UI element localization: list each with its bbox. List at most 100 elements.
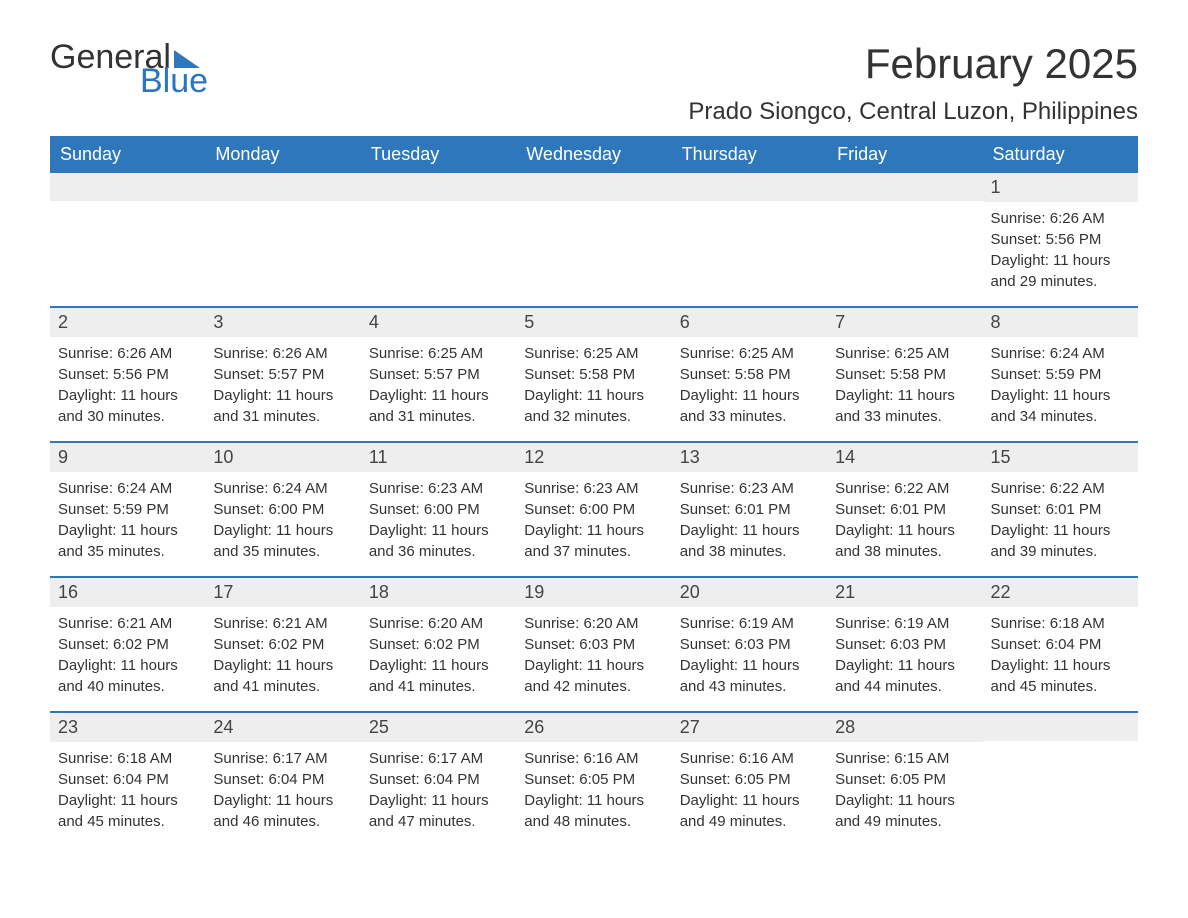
- calendar-cell: 7Sunrise: 6:25 AMSunset: 5:58 PMDaylight…: [827, 308, 982, 441]
- day-number: 24: [205, 713, 360, 742]
- sunrise-text: Sunrise: 6:19 AM: [680, 613, 819, 634]
- week-row: 16Sunrise: 6:21 AMSunset: 6:02 PMDayligh…: [50, 576, 1138, 711]
- sunrise-text: Sunrise: 6:21 AM: [213, 613, 352, 634]
- dayname-row: SundayMondayTuesdayWednesdayThursdayFrid…: [50, 136, 1138, 173]
- day-number: 27: [672, 713, 827, 742]
- sunset-text: Sunset: 6:04 PM: [369, 769, 508, 790]
- calendar-cell: 2Sunrise: 6:26 AMSunset: 5:56 PMDaylight…: [50, 308, 205, 441]
- calendar-cell: 15Sunrise: 6:22 AMSunset: 6:01 PMDayligh…: [983, 443, 1138, 576]
- calendar-cell: 24Sunrise: 6:17 AMSunset: 6:04 PMDayligh…: [205, 713, 360, 846]
- dayname-thursday: Thursday: [672, 136, 827, 173]
- day-number: 8: [983, 308, 1138, 337]
- day-details: Sunrise: 6:21 AMSunset: 6:02 PMDaylight:…: [50, 607, 205, 711]
- calendar-cell: 6Sunrise: 6:25 AMSunset: 5:58 PMDaylight…: [672, 308, 827, 441]
- empty-day-header: [50, 173, 205, 201]
- logo: General Blue: [50, 40, 208, 98]
- day-details: Sunrise: 6:18 AMSunset: 6:04 PMDaylight:…: [50, 742, 205, 846]
- sunrise-text: Sunrise: 6:23 AM: [680, 478, 819, 499]
- daylight-text: Daylight: 11 hours and 49 minutes.: [680, 790, 819, 832]
- calendar-cell: 5Sunrise: 6:25 AMSunset: 5:58 PMDaylight…: [516, 308, 671, 441]
- sunrise-text: Sunrise: 6:26 AM: [213, 343, 352, 364]
- sunrise-text: Sunrise: 6:20 AM: [369, 613, 508, 634]
- sunrise-text: Sunrise: 6:19 AM: [835, 613, 974, 634]
- sunset-text: Sunset: 6:03 PM: [524, 634, 663, 655]
- day-number: 16: [50, 578, 205, 607]
- calendar-cell: 14Sunrise: 6:22 AMSunset: 6:01 PMDayligh…: [827, 443, 982, 576]
- day-number: 28: [827, 713, 982, 742]
- sunset-text: Sunset: 5:59 PM: [58, 499, 197, 520]
- sunrise-text: Sunrise: 6:15 AM: [835, 748, 974, 769]
- empty-day-header: [983, 713, 1138, 741]
- day-number: 11: [361, 443, 516, 472]
- calendar-cell: 3Sunrise: 6:26 AMSunset: 5:57 PMDaylight…: [205, 308, 360, 441]
- daylight-text: Daylight: 11 hours and 32 minutes.: [524, 385, 663, 427]
- day-details: Sunrise: 6:24 AMSunset: 5:59 PMDaylight:…: [50, 472, 205, 576]
- calendar-cell: 9Sunrise: 6:24 AMSunset: 5:59 PMDaylight…: [50, 443, 205, 576]
- day-details: Sunrise: 6:25 AMSunset: 5:58 PMDaylight:…: [672, 337, 827, 441]
- day-number: 3: [205, 308, 360, 337]
- calendar-cell: 22Sunrise: 6:18 AMSunset: 6:04 PMDayligh…: [983, 578, 1138, 711]
- sunrise-text: Sunrise: 6:18 AM: [991, 613, 1130, 634]
- sunset-text: Sunset: 5:58 PM: [835, 364, 974, 385]
- week-row: 9Sunrise: 6:24 AMSunset: 5:59 PMDaylight…: [50, 441, 1138, 576]
- dayname-saturday: Saturday: [983, 136, 1138, 173]
- calendar-cell: 11Sunrise: 6:23 AMSunset: 6:00 PMDayligh…: [361, 443, 516, 576]
- day-details: Sunrise: 6:16 AMSunset: 6:05 PMDaylight:…: [516, 742, 671, 846]
- sunrise-text: Sunrise: 6:18 AM: [58, 748, 197, 769]
- week-row: 23Sunrise: 6:18 AMSunset: 6:04 PMDayligh…: [50, 711, 1138, 846]
- daylight-text: Daylight: 11 hours and 30 minutes.: [58, 385, 197, 427]
- sunrise-text: Sunrise: 6:16 AM: [524, 748, 663, 769]
- logo-text-blue: Blue: [140, 64, 208, 98]
- sunrise-text: Sunrise: 6:16 AM: [680, 748, 819, 769]
- dayname-friday: Friday: [827, 136, 982, 173]
- header: General Blue February 2025 Prado Siongco…: [50, 40, 1138, 126]
- weeks-container: 1Sunrise: 6:26 AMSunset: 5:56 PMDaylight…: [50, 173, 1138, 846]
- day-number: 12: [516, 443, 671, 472]
- daylight-text: Daylight: 11 hours and 46 minutes.: [213, 790, 352, 832]
- daylight-text: Daylight: 11 hours and 44 minutes.: [835, 655, 974, 697]
- sunset-text: Sunset: 5:57 PM: [213, 364, 352, 385]
- day-number: 5: [516, 308, 671, 337]
- calendar-cell: 4Sunrise: 6:25 AMSunset: 5:57 PMDaylight…: [361, 308, 516, 441]
- calendar-cell: 19Sunrise: 6:20 AMSunset: 6:03 PMDayligh…: [516, 578, 671, 711]
- day-number: 13: [672, 443, 827, 472]
- day-number: 18: [361, 578, 516, 607]
- calendar-cell: 10Sunrise: 6:24 AMSunset: 6:00 PMDayligh…: [205, 443, 360, 576]
- calendar-cell: 12Sunrise: 6:23 AMSunset: 6:00 PMDayligh…: [516, 443, 671, 576]
- sunset-text: Sunset: 6:03 PM: [680, 634, 819, 655]
- sunset-text: Sunset: 6:02 PM: [213, 634, 352, 655]
- sunset-text: Sunset: 6:01 PM: [991, 499, 1130, 520]
- day-number: 2: [50, 308, 205, 337]
- sunset-text: Sunset: 6:01 PM: [835, 499, 974, 520]
- daylight-text: Daylight: 11 hours and 33 minutes.: [835, 385, 974, 427]
- sunset-text: Sunset: 6:04 PM: [213, 769, 352, 790]
- day-details: Sunrise: 6:17 AMSunset: 6:04 PMDaylight:…: [205, 742, 360, 846]
- calendar-cell-empty: [983, 713, 1138, 846]
- daylight-text: Daylight: 11 hours and 43 minutes.: [680, 655, 819, 697]
- calendar-cell: 21Sunrise: 6:19 AMSunset: 6:03 PMDayligh…: [827, 578, 982, 711]
- day-details: Sunrise: 6:26 AMSunset: 5:56 PMDaylight:…: [50, 337, 205, 441]
- daylight-text: Daylight: 11 hours and 41 minutes.: [213, 655, 352, 697]
- sunrise-text: Sunrise: 6:24 AM: [991, 343, 1130, 364]
- sunset-text: Sunset: 6:02 PM: [58, 634, 197, 655]
- daylight-text: Daylight: 11 hours and 42 minutes.: [524, 655, 663, 697]
- daylight-text: Daylight: 11 hours and 48 minutes.: [524, 790, 663, 832]
- day-details: Sunrise: 6:20 AMSunset: 6:02 PMDaylight:…: [361, 607, 516, 711]
- sunrise-text: Sunrise: 6:25 AM: [524, 343, 663, 364]
- calendar-cell: 25Sunrise: 6:17 AMSunset: 6:04 PMDayligh…: [361, 713, 516, 846]
- day-details: Sunrise: 6:19 AMSunset: 6:03 PMDaylight:…: [672, 607, 827, 711]
- sunset-text: Sunset: 6:02 PM: [369, 634, 508, 655]
- calendar-cell: 28Sunrise: 6:15 AMSunset: 6:05 PMDayligh…: [827, 713, 982, 846]
- sunrise-text: Sunrise: 6:20 AM: [524, 613, 663, 634]
- sunrise-text: Sunrise: 6:26 AM: [58, 343, 197, 364]
- calendar-cell: 26Sunrise: 6:16 AMSunset: 6:05 PMDayligh…: [516, 713, 671, 846]
- day-number: 20: [672, 578, 827, 607]
- dayname-wednesday: Wednesday: [516, 136, 671, 173]
- day-details: Sunrise: 6:22 AMSunset: 6:01 PMDaylight:…: [983, 472, 1138, 576]
- day-number: 25: [361, 713, 516, 742]
- calendar-cell: 1Sunrise: 6:26 AMSunset: 5:56 PMDaylight…: [983, 173, 1138, 306]
- calendar-cell-empty: [672, 173, 827, 306]
- empty-day-header: [672, 173, 827, 201]
- sunset-text: Sunset: 6:00 PM: [369, 499, 508, 520]
- daylight-text: Daylight: 11 hours and 35 minutes.: [213, 520, 352, 562]
